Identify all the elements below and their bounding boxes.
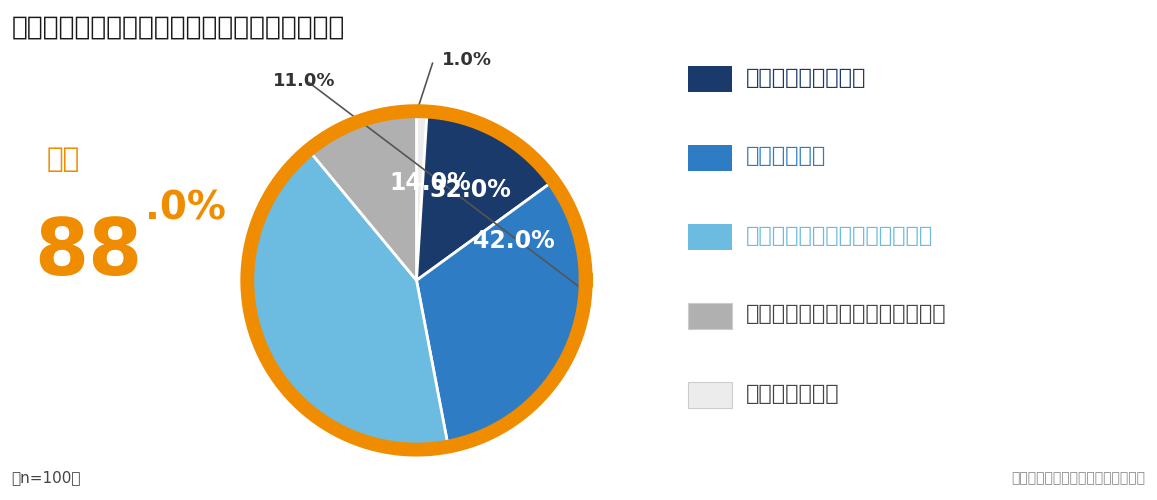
Text: 昨年と比較し、幹部の成長を感じていますか。: 昨年と比較し、幹部の成長を感じていますか。: [12, 15, 345, 41]
FancyBboxPatch shape: [688, 382, 732, 407]
Text: どちらかと言えば成長している: どちらかと言えば成長している: [746, 226, 934, 246]
Text: 14.0%: 14.0%: [389, 171, 471, 195]
Text: 大いに成長している: 大いに成長している: [746, 68, 867, 87]
Text: 32.0%: 32.0%: [429, 178, 511, 203]
Text: 株式会社ラーニングエージェンシー: 株式会社ラーニングエージェンシー: [1011, 471, 1145, 485]
Wedge shape: [417, 111, 427, 280]
Wedge shape: [417, 181, 585, 446]
Text: 成長していない: 成長していない: [746, 384, 840, 404]
Wedge shape: [309, 111, 417, 280]
FancyBboxPatch shape: [688, 144, 732, 171]
Wedge shape: [248, 150, 448, 450]
Text: 88: 88: [35, 215, 143, 291]
Wedge shape: [417, 112, 553, 280]
Text: 1.0%: 1.0%: [442, 52, 492, 70]
FancyBboxPatch shape: [688, 302, 732, 328]
Text: （n=100）: （n=100）: [12, 470, 81, 485]
Text: 成長している: 成長している: [746, 146, 826, 167]
Text: どちらかと言えば成長していない: どちらかと言えば成長していない: [746, 304, 946, 324]
Text: 42.0%: 42.0%: [473, 229, 554, 253]
FancyBboxPatch shape: [688, 66, 732, 92]
Text: .0%: .0%: [145, 190, 226, 228]
Text: 合計: 合計: [46, 145, 80, 173]
Text: 11.0%: 11.0%: [273, 72, 336, 90]
FancyBboxPatch shape: [688, 224, 732, 250]
